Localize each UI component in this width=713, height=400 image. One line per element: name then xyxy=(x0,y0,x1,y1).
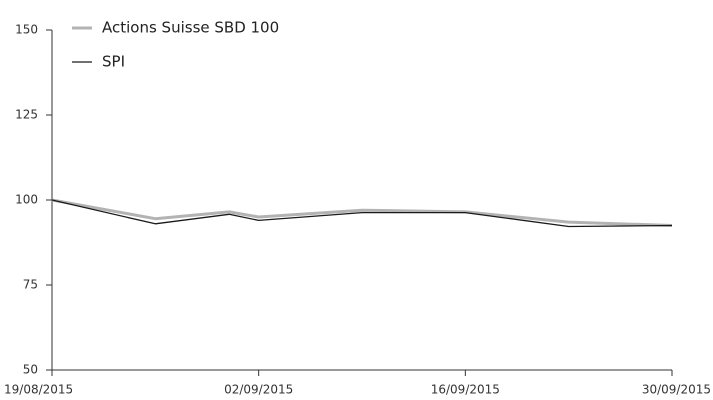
y-tick-label: 125 xyxy=(15,108,38,122)
y-tick-label: 100 xyxy=(15,193,38,207)
series-line xyxy=(51,198,673,227)
x-tick-label: 30/09/2015 xyxy=(642,383,711,397)
series-line xyxy=(51,199,673,228)
x-tick-label: 02/09/2015 xyxy=(224,383,293,397)
y-tick-label: 50 xyxy=(23,363,38,377)
legend-label: Actions Suisse SBD 100 xyxy=(102,19,279,37)
x-tick-label: 19/08/2015 xyxy=(4,383,73,397)
y-tick-label: 75 xyxy=(23,278,38,292)
x-tick-label: 16/09/2015 xyxy=(431,383,500,397)
y-tick-label: 150 xyxy=(15,23,38,37)
legend-label: SPI xyxy=(102,53,125,71)
